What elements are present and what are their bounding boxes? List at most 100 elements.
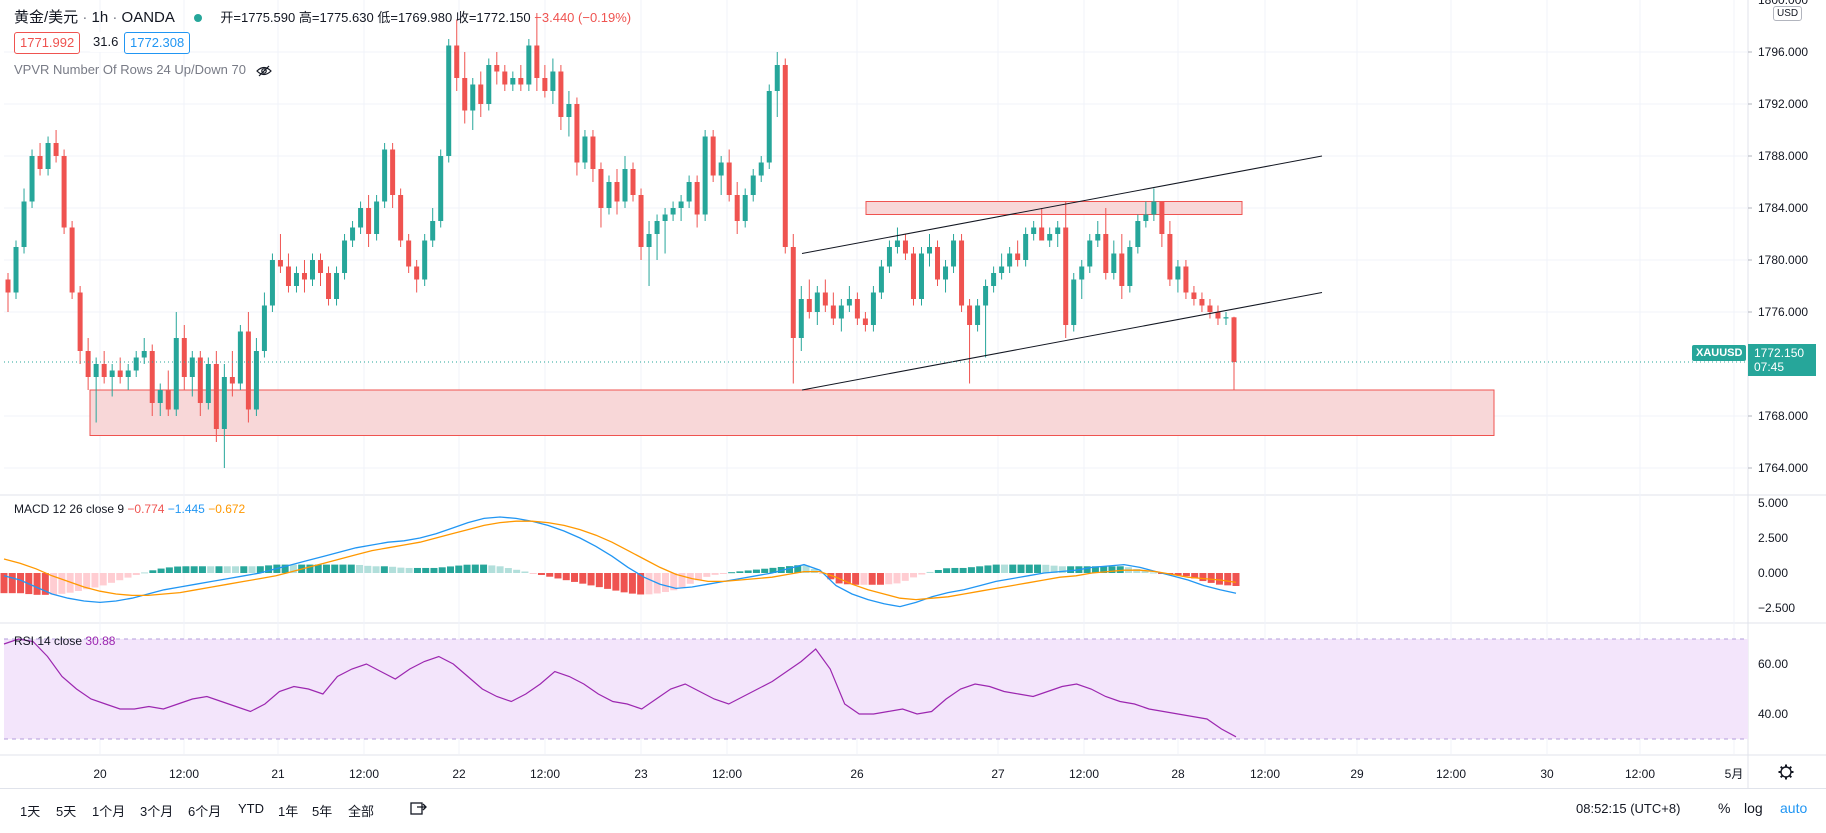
range-1y-button[interactable]: 1年 [278, 804, 299, 819]
candle [157, 383, 163, 416]
candle [69, 221, 75, 299]
macd-hist-bar [207, 566, 215, 573]
bar-countdown: 07:45 [1754, 360, 1785, 374]
candle [1023, 227, 1029, 267]
candle-body [798, 299, 804, 338]
range-1m-button[interactable]: 1个月 [92, 804, 126, 819]
price-tick-label: 1776.000 [1758, 305, 1808, 319]
candle [478, 71, 484, 117]
candle [398, 188, 404, 247]
candle-body [806, 299, 812, 312]
range-all-button[interactable]: 全部 [348, 804, 375, 819]
candle-body [526, 45, 532, 85]
macd-hist-bar [265, 565, 273, 573]
macd-hist-bar [843, 573, 851, 585]
candle-body [758, 162, 764, 176]
candle [1143, 201, 1149, 228]
candle-body [85, 351, 91, 377]
candle [846, 286, 852, 312]
macd-hist-bar [455, 565, 463, 573]
macd-hist-bar [711, 573, 719, 575]
candle-body [606, 182, 612, 208]
clock[interactable]: 08:52:15 (UTC+8) [1576, 801, 1681, 816]
macd-hist-bar [223, 566, 231, 573]
macd-hist-bar [165, 567, 173, 573]
candle-body [462, 78, 468, 111]
macd-hist-bar [364, 565, 372, 573]
range-6m-button[interactable]: 6个月 [188, 804, 222, 819]
spread-value: 31.6 [88, 32, 124, 52]
candle [991, 266, 997, 293]
time-tick-label: 22 [452, 767, 466, 781]
candle [686, 175, 692, 208]
range-ytd-button[interactable]: YTD [238, 801, 264, 816]
candle-body [862, 318, 868, 325]
candle [5, 273, 11, 312]
candle [213, 351, 219, 442]
candle [910, 247, 916, 306]
candle-body [534, 45, 540, 78]
macd-tick-label: 0.000 [1758, 566, 1788, 580]
macd-line-value: −1.445 [167, 502, 205, 516]
range-1d-button[interactable]: 1天 [20, 804, 41, 819]
macd-hist-bar [248, 566, 256, 573]
sell-price-button[interactable]: 1771.992 [14, 32, 81, 54]
macd-line [3, 516, 1237, 608]
symbol-legend[interactable]: 黄金/美元 · 1h · OANDA 开=1775.590 高=1775.630… [14, 9, 632, 26]
log-scale-button[interactable]: log [1744, 800, 1763, 816]
candle [486, 58, 492, 111]
goto-date-icon[interactable] [410, 801, 428, 817]
vpvr-legend[interactable]: VPVR Number Of Rows 24 Up/Down 70 [14, 62, 272, 77]
rsi-legend[interactable]: RSI 14 close 30.88 [14, 634, 115, 648]
macd-hist-bar [107, 573, 115, 583]
candle-body [670, 208, 676, 215]
candle-body [197, 357, 203, 403]
candle [894, 227, 900, 254]
macd-hist-value: −0.774 [127, 502, 165, 516]
macd-hist-bar [579, 573, 587, 584]
macd-hist-bar [1141, 570, 1149, 573]
candle-body [886, 247, 892, 267]
macd-hist-bar [256, 566, 264, 573]
resistance-zone [865, 201, 1243, 215]
candle-body [1111, 253, 1117, 273]
candle-body [285, 266, 291, 286]
candle-body [173, 338, 179, 410]
macd-hist-bar [1191, 573, 1199, 579]
candle [590, 130, 596, 182]
macd-hist-bar [389, 566, 397, 573]
price-tick-label: 1792.000 [1758, 97, 1808, 111]
macd-hist-bar [910, 573, 918, 578]
macd-hist-bar [794, 565, 802, 573]
buy-price-button[interactable]: 1772.308 [124, 32, 191, 54]
macd-hist-bar [1108, 566, 1116, 573]
channel-lower-line [801, 292, 1323, 391]
range-5d-button[interactable]: 5天 [56, 804, 77, 819]
candle-body [221, 377, 227, 429]
auto-scale-button[interactable]: auto [1780, 800, 1808, 816]
settings-gear-icon[interactable] [1778, 764, 1794, 780]
candle-body [253, 351, 259, 410]
rsi-pane [3, 638, 1748, 740]
currency-badge[interactable]: USD [1773, 6, 1803, 21]
candle-body [301, 273, 307, 280]
candle [630, 162, 636, 202]
macd-legend[interactable]: MACD 12 26 close 9 −0.774 −1.445 −0.672 [14, 502, 245, 516]
time-tick-label: 28 [1171, 767, 1185, 781]
candle [1167, 221, 1173, 286]
candle [133, 351, 139, 377]
candle-body [342, 240, 348, 273]
range-5y-button[interactable]: 5年 [312, 804, 333, 819]
eye-slash-icon[interactable] [255, 65, 272, 77]
percent-scale-button[interactable]: % [1718, 800, 1731, 816]
candle-body [277, 260, 283, 267]
range-3m-button[interactable]: 3个月 [140, 804, 174, 819]
macd-hist-bar [1009, 564, 1017, 573]
macd-hist-bar [984, 565, 992, 573]
candle-body [269, 260, 275, 306]
macd-tick-label: 5.000 [1758, 496, 1788, 510]
time-tick-label: 12:00 [1250, 767, 1280, 781]
candle-body [566, 104, 572, 117]
